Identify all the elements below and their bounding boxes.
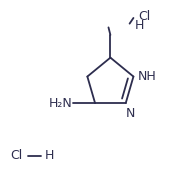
Text: Cl: Cl (10, 149, 22, 162)
Text: H: H (134, 19, 144, 32)
Text: N: N (126, 107, 135, 120)
Text: H: H (45, 149, 55, 162)
Text: H₂N: H₂N (48, 97, 72, 109)
Text: Cl: Cl (138, 10, 151, 22)
Text: NH: NH (137, 70, 156, 83)
